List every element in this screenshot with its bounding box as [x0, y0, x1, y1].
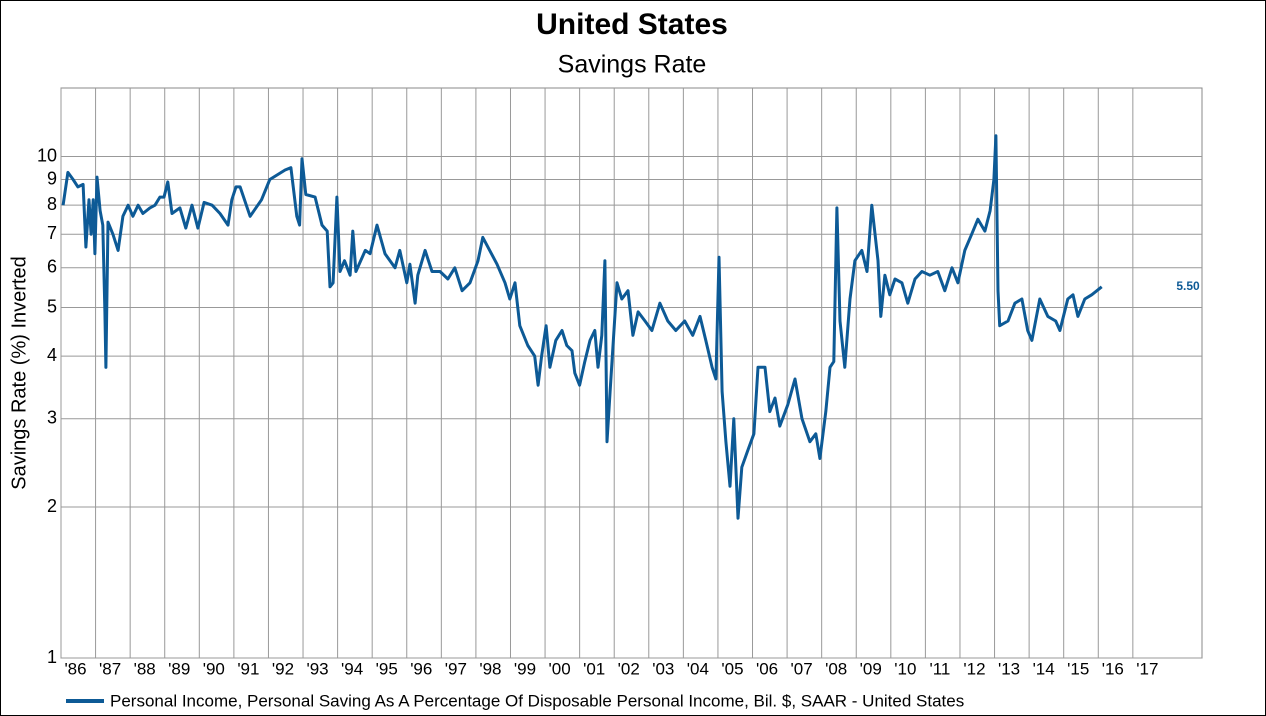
- x-tick-label: '07: [791, 659, 813, 678]
- plot-area: [60, 87, 1203, 659]
- x-tick-label: '87: [99, 659, 121, 678]
- x-tick-label: '06: [756, 659, 778, 678]
- legend-label: Personal Income, Personal Saving As A Pe…: [110, 691, 964, 710]
- x-tick-label: '95: [376, 659, 398, 678]
- x-tick-label: '00: [549, 659, 571, 678]
- x-tick-label: '02: [618, 659, 640, 678]
- x-tick-label: '11: [929, 659, 950, 678]
- x-tick-label: '15: [1067, 659, 1089, 678]
- x-tick-label: '98: [479, 659, 501, 678]
- chart-title: United States: [536, 8, 728, 41]
- last-value-label: 5.50: [1176, 279, 1200, 293]
- x-tick-label: '03: [652, 659, 674, 678]
- x-tick-label: '86: [64, 659, 86, 678]
- y-tick-label: 9: [47, 168, 57, 188]
- y-tick-label: 3: [47, 408, 57, 428]
- x-tick-label: '90: [203, 659, 225, 678]
- x-tick-label: '13: [998, 659, 1020, 678]
- x-tick-label: '89: [168, 659, 190, 678]
- y-axis-title: Savings Rate (%) Inverted: [8, 256, 30, 489]
- x-tick-label: '10: [894, 659, 916, 678]
- y-tick-label: 10: [37, 145, 57, 165]
- x-tick-label: '97: [445, 659, 467, 678]
- y-tick-label: 8: [47, 194, 57, 214]
- chart-subtitle: Savings Rate: [558, 51, 707, 79]
- y-tick-label: 4: [47, 345, 57, 365]
- y-tick-label: 7: [47, 223, 57, 243]
- x-tick-label: '92: [272, 659, 294, 678]
- x-tick-label: '91: [237, 659, 259, 678]
- x-tick-label: '93: [306, 659, 328, 678]
- x-tick-label: '99: [514, 659, 536, 678]
- y-tick-label: 5: [47, 296, 57, 316]
- y-tick-label: 2: [47, 496, 57, 516]
- x-tick-label: '88: [134, 659, 156, 678]
- y-tick-label: 1: [47, 647, 57, 667]
- x-tick-label: '01: [583, 659, 605, 678]
- y-tick-label: 6: [47, 257, 57, 277]
- x-tick-label: '94: [341, 659, 363, 678]
- x-tick-label: '17: [1136, 659, 1158, 678]
- x-tick-label: '14: [1033, 659, 1055, 678]
- x-tick-label: '16: [1102, 659, 1124, 678]
- x-tick-label: '04: [687, 659, 709, 678]
- x-tick-label: '05: [721, 659, 743, 678]
- series-line: [61, 134, 1103, 520]
- x-tick-label: '09: [860, 659, 882, 678]
- x-tick-label: '12: [963, 659, 985, 678]
- x-tick-label: '08: [825, 659, 847, 678]
- x-tick-label: '96: [410, 659, 432, 678]
